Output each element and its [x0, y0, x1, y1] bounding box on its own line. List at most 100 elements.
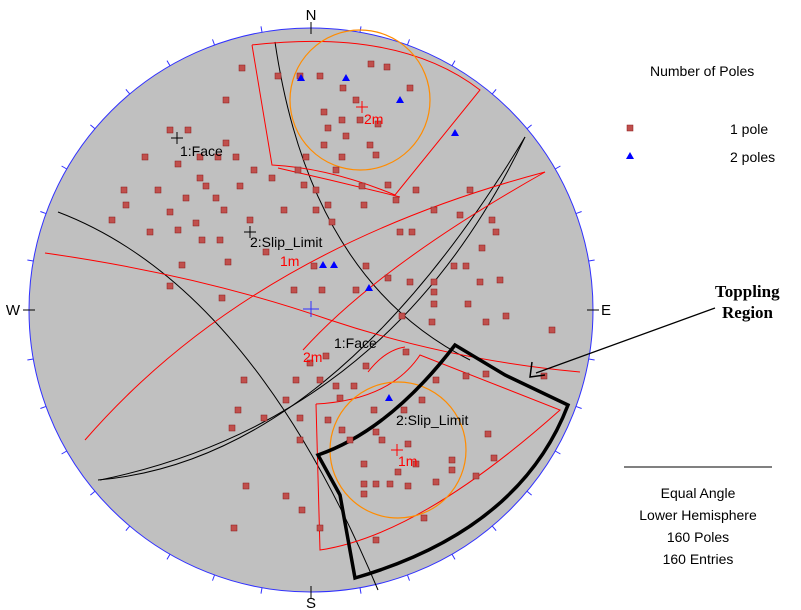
perimeter-tick — [451, 60, 456, 67]
west-label: W — [6, 302, 21, 319]
pole-marker — [332, 166, 340, 174]
perimeter-tick — [61, 450, 68, 455]
pole-marker — [378, 436, 386, 444]
double-pole-marker — [319, 261, 327, 268]
pole-marker — [430, 278, 438, 286]
pole-marker — [488, 216, 496, 224]
callout-region: Region — [722, 303, 774, 322]
pole-marker — [228, 424, 236, 432]
pole-marker — [472, 472, 480, 480]
pole-marker — [182, 194, 190, 202]
pole-marker — [396, 228, 404, 236]
pole-marker — [274, 72, 282, 80]
pole-marker — [214, 153, 222, 161]
label-face-top: 1:Face — [180, 143, 223, 159]
perimeter-tick — [575, 405, 582, 409]
perimeter-tick — [40, 405, 47, 409]
pole-marker — [310, 262, 318, 270]
info-hemisphere: Lower Hemisphere — [639, 507, 757, 523]
pole-marker — [174, 160, 182, 168]
pole-marker — [420, 514, 428, 522]
perimeter-tick — [61, 165, 68, 170]
pole-marker — [234, 406, 242, 414]
pole-marker — [174, 226, 182, 234]
pole-marker — [141, 153, 149, 161]
perimeter-tick — [90, 124, 96, 130]
perimeter-tick — [27, 358, 34, 361]
pole-marker — [352, 96, 360, 104]
pole-marker — [338, 153, 346, 161]
pole-marker — [328, 218, 336, 226]
pole-marker — [298, 506, 306, 514]
pole-marker — [312, 206, 320, 214]
pole-marker — [198, 236, 206, 244]
pole-marker — [383, 63, 391, 71]
east-label: E — [601, 302, 611, 319]
pole-marker — [394, 468, 402, 476]
perimeter-tick — [554, 450, 561, 455]
label-1m-south: 1m — [398, 453, 417, 469]
pole-marker — [352, 286, 360, 294]
pole-marker — [367, 60, 375, 68]
pole-marker — [362, 262, 370, 270]
pole-marker — [250, 166, 258, 174]
double-pole-marker — [297, 74, 305, 81]
pole-marker — [418, 396, 426, 404]
pole-marker — [430, 206, 438, 214]
pole-marker — [464, 300, 472, 308]
legend-title: Number of Poles — [650, 63, 754, 79]
pole-marker — [372, 536, 380, 544]
pole-marker — [324, 416, 332, 424]
perimeter-tick — [125, 525, 131, 531]
perimeter-tick — [212, 574, 216, 581]
pole-marker — [428, 318, 436, 326]
great-circle-slip-limit — [274, 41, 471, 361]
pole-marker — [406, 278, 414, 286]
pole-marker — [166, 126, 174, 134]
double-pole-marker — [385, 394, 393, 401]
pole-marker — [342, 132, 350, 140]
pole-marker — [316, 72, 324, 80]
pole-marker — [432, 376, 440, 384]
pole-marker — [216, 236, 224, 244]
label-face-center: 1:Face — [334, 335, 377, 351]
pole-marker — [220, 206, 228, 214]
label-slip-limit-bottom: 2:Slip_Limit — [396, 412, 468, 428]
pole-marker — [360, 460, 368, 468]
perimeter-tick — [166, 60, 171, 67]
perimeter-tick — [125, 89, 131, 95]
pole-marker — [482, 370, 490, 378]
pole-markers — [108, 60, 556, 544]
pole-marker — [306, 359, 314, 367]
pole-marker — [432, 478, 440, 486]
pole-marker — [202, 182, 210, 190]
pole-marker — [324, 124, 332, 132]
legend-square-marker — [626, 124, 634, 132]
pole-marker — [346, 436, 354, 444]
pole-marker — [268, 174, 276, 182]
perimeter-tick — [40, 211, 47, 215]
pole-marker — [222, 139, 230, 147]
south-label: S — [306, 595, 316, 610]
pole-marker — [404, 482, 412, 490]
north-cone-cross — [356, 101, 368, 113]
pole-marker — [502, 312, 510, 320]
legend-item-2-poles: 2 poles — [730, 149, 775, 165]
pole-marker — [280, 206, 288, 214]
info-entries: 160 Entries — [663, 551, 734, 567]
pole-marker — [476, 278, 484, 286]
pole-marker — [338, 116, 346, 124]
pole-marker — [339, 84, 347, 92]
pole-marker — [166, 208, 174, 216]
pole-marker — [294, 166, 302, 174]
face-pole-cross — [171, 132, 183, 144]
perimeter-tick — [588, 358, 595, 361]
label-2m-center: 2m — [303, 349, 322, 365]
perimeter-tick — [90, 490, 96, 496]
pole-marker — [262, 248, 270, 256]
pole-marker — [386, 480, 394, 488]
pole-marker — [218, 294, 226, 302]
north-label: N — [306, 7, 317, 24]
pole-marker — [496, 276, 504, 284]
pole-marker — [404, 440, 412, 448]
